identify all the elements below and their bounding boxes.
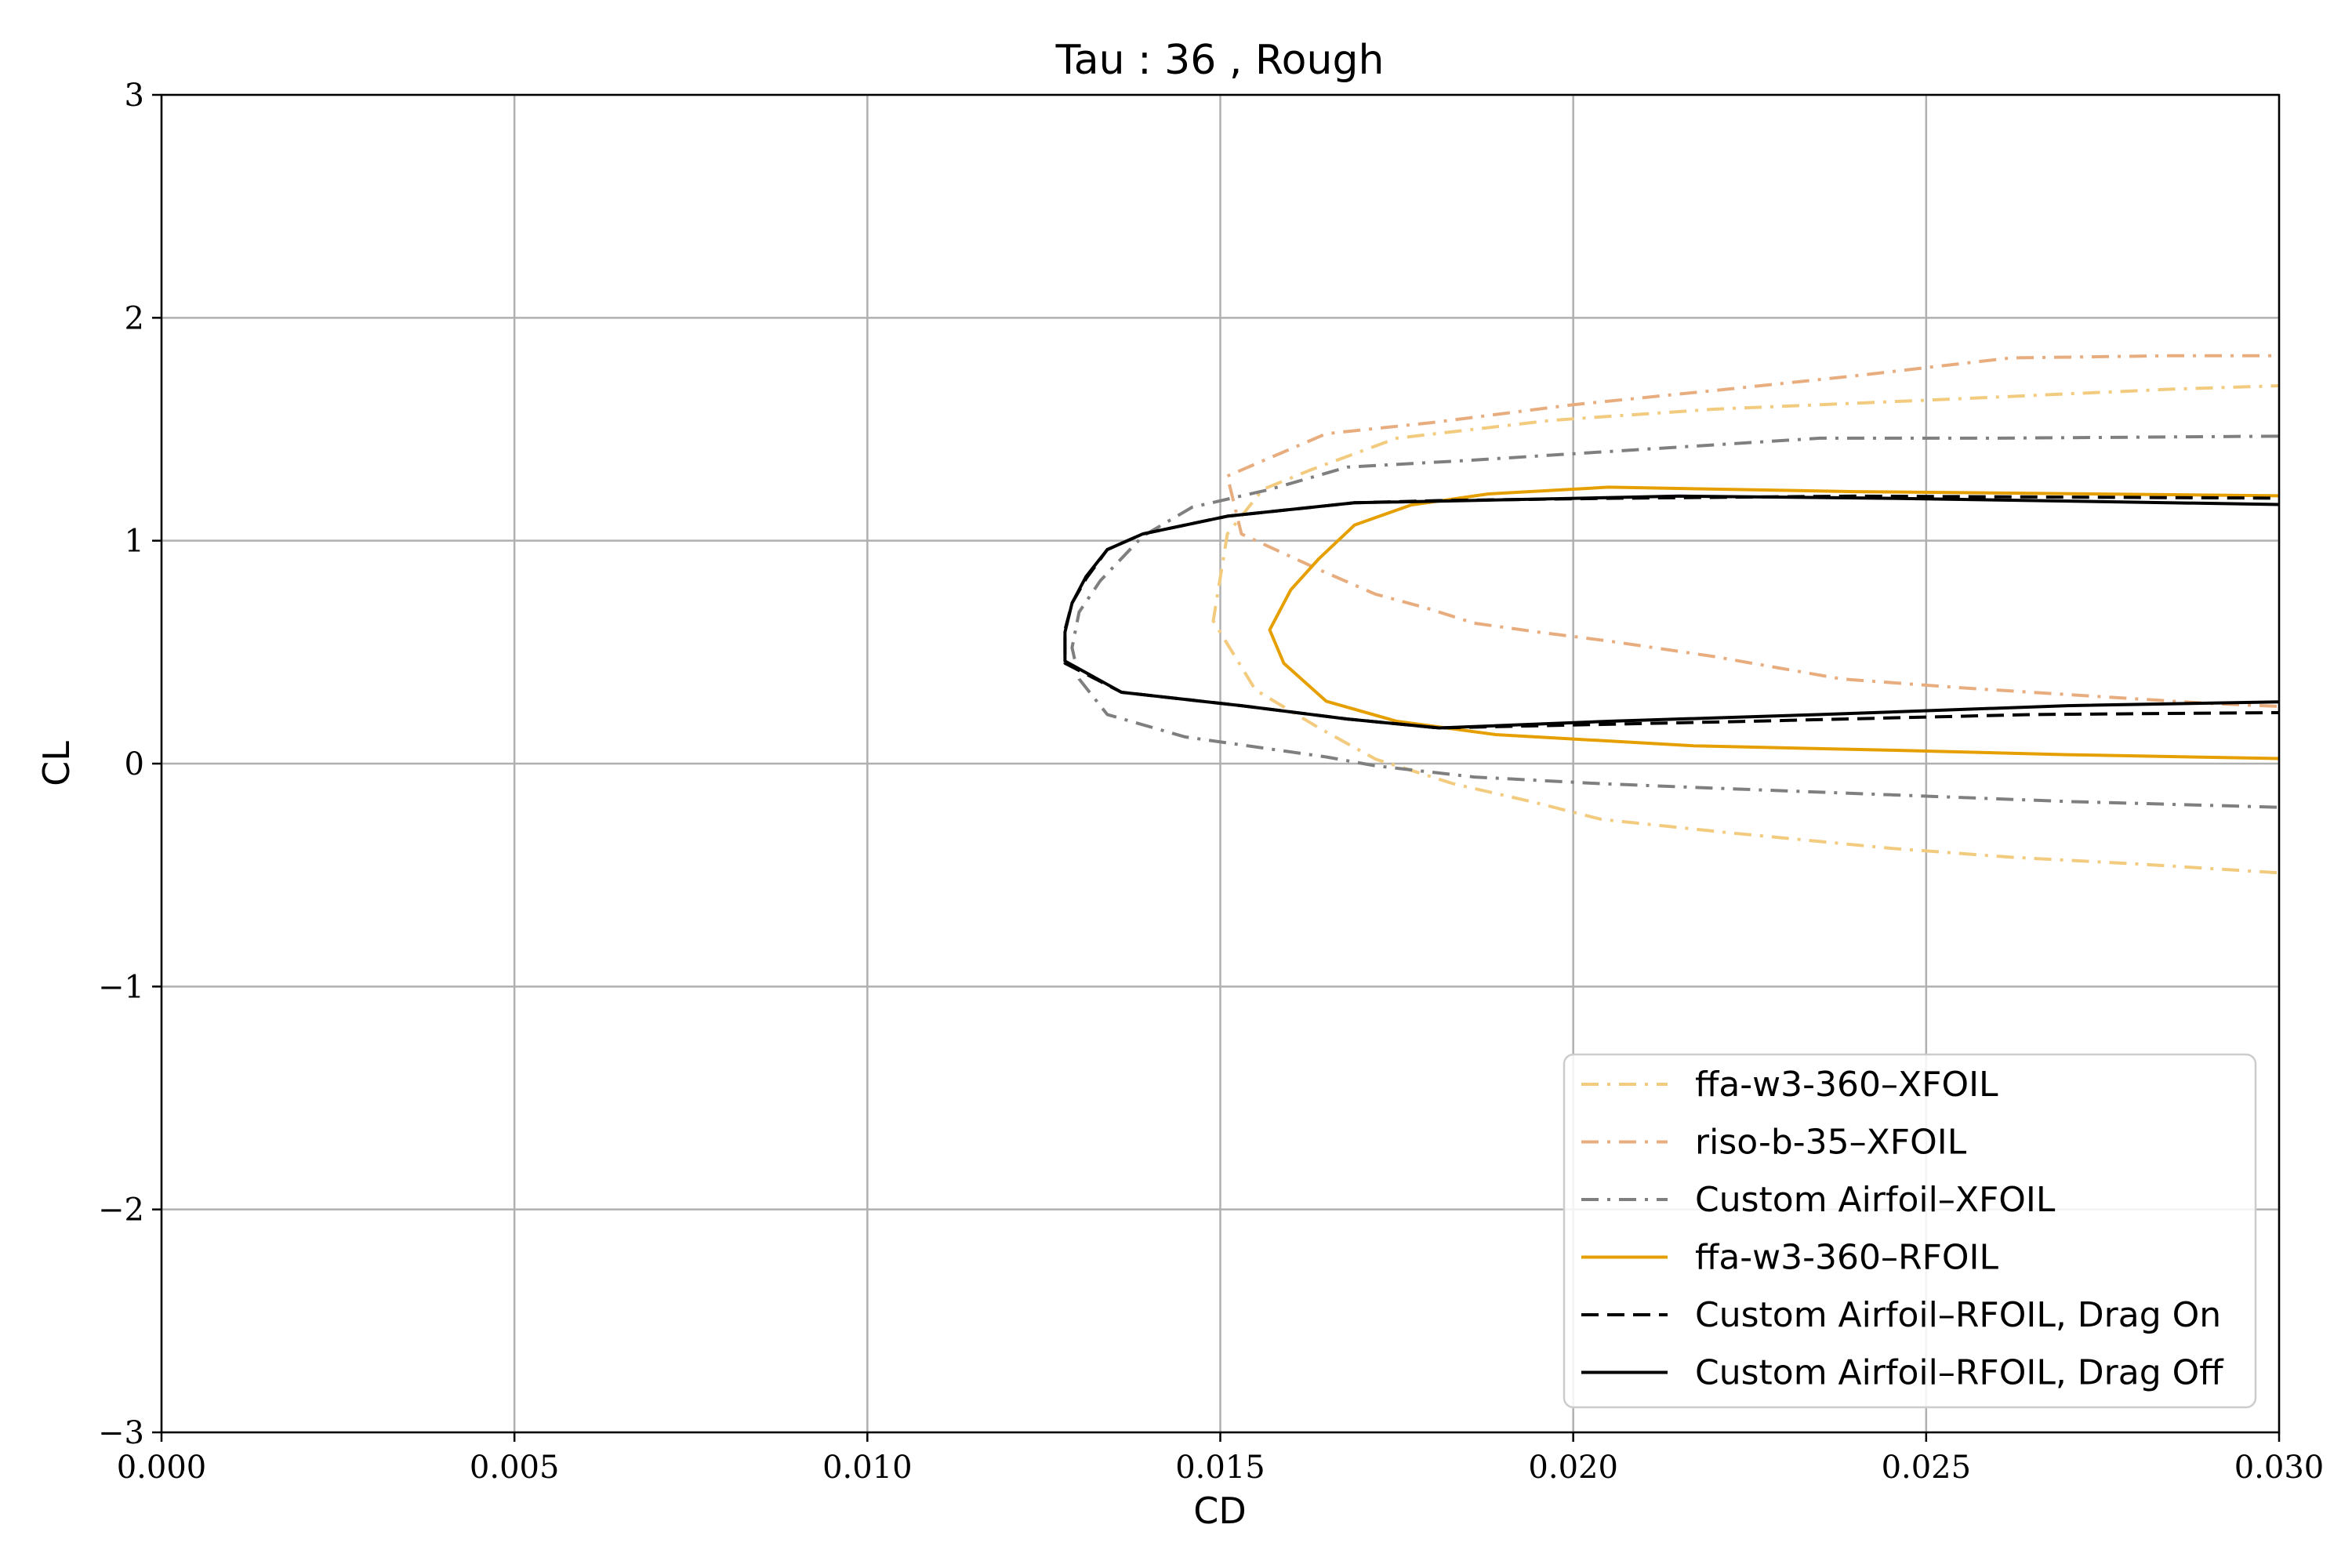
y-tick-label: 2 [125, 300, 144, 336]
legend-label-6: Custom Airfoil–RFOIL, Drag Off [1695, 1353, 2224, 1393]
legend-label-3: Custom Airfoil–XFOIL [1695, 1180, 2056, 1220]
chart-title: Tau : 36 , Rough [1055, 37, 1385, 84]
series-line-3 [1070, 434, 2279, 809]
y-tick-label: −1 [98, 969, 144, 1005]
x-tick-label: 0.000 [117, 1450, 207, 1486]
y-tick-label: −2 [98, 1192, 144, 1229]
x-tick-label: 0.025 [1882, 1450, 1972, 1486]
x-axis-label: CD [1193, 1490, 1247, 1532]
legend: ffa-w3-360–XFOIL riso-b-35–XFOIL Custom Ai… [1563, 1053, 2257, 1409]
y-tick-label: 3 [125, 78, 144, 114]
series-layer [1063, 354, 2279, 875]
legend-label-5: Custom Airfoil–RFOIL, Drag On [1695, 1295, 2221, 1335]
x-tick-label: 0.030 [2234, 1450, 2325, 1486]
y-axis-label: CL [35, 741, 78, 786]
legend-label-2: riso-b-35–XFOIL [1695, 1123, 1967, 1163]
x-tick-label: 0.020 [1528, 1450, 1618, 1486]
axis-ticks: 0.000 0.005 0.010 0.015 0.020 0.025 0.030 −3 −2 −… [98, 78, 2324, 1486]
y-tick-label: 0 [125, 746, 144, 782]
y-tick-label: −3 [98, 1415, 144, 1451]
legend-box [1563, 1053, 2257, 1409]
x-tick-label: 0.005 [470, 1450, 560, 1486]
series-line-1 [1211, 384, 2279, 875]
y-tick-label: 1 [125, 524, 144, 560]
legend-label-4: ffa-w3-360–RFOIL [1695, 1238, 1998, 1278]
x-tick-label: 0.015 [1175, 1450, 1265, 1486]
series-line-2 [1225, 354, 2279, 709]
series-line-6 [1063, 494, 2279, 730]
series-line-4 [1268, 485, 2279, 760]
legend-label-1: ffa-w3-360–XFOIL [1695, 1065, 1998, 1105]
x-tick-label: 0.010 [822, 1450, 913, 1486]
